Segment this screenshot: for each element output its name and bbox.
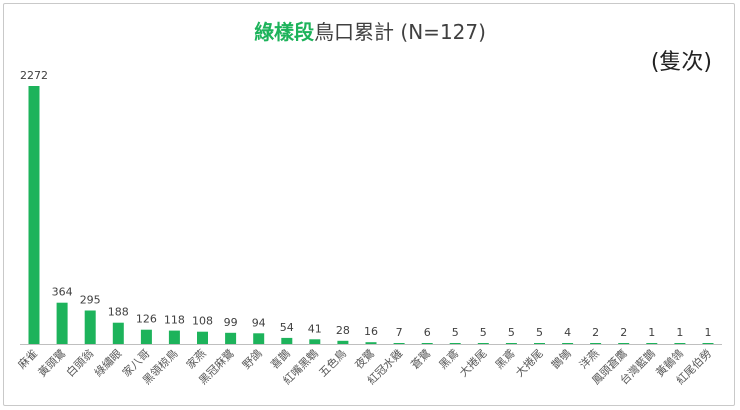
bar: [674, 343, 686, 344]
category-label: 黑鳶: [436, 346, 461, 371]
bar: [449, 343, 461, 344]
data-label: 7: [396, 326, 403, 339]
data-label: 2: [592, 326, 599, 339]
category-label: 白頭翁: [63, 346, 96, 379]
bar: [197, 331, 208, 344]
category-label: 麻雀: [15, 346, 40, 371]
data-label: 5: [480, 326, 487, 339]
bar: [56, 302, 68, 344]
chart-title: 綠樣段鳥口累計 (N=127): [0, 16, 740, 45]
data-label: 1: [676, 326, 683, 339]
data-label: 5: [536, 326, 543, 339]
bar: [28, 86, 40, 344]
data-label: 2: [620, 326, 627, 339]
category-label: 家燕: [183, 346, 208, 371]
bar: [421, 343, 433, 344]
data-label: 28: [336, 324, 350, 337]
data-label: 118: [164, 314, 185, 327]
bar: [225, 332, 237, 344]
chart-frame: [3, 3, 735, 406]
bar: [646, 343, 658, 344]
data-label: 41: [308, 322, 322, 335]
category-label: 喜鵲: [267, 346, 292, 371]
category-label: 蒼鷺: [408, 346, 433, 371]
data-label: 295: [80, 294, 101, 307]
data-label: 2272: [20, 69, 48, 82]
bar: [618, 343, 630, 344]
data-label: 6: [424, 326, 431, 339]
bar: [365, 342, 377, 344]
unit-label: (隻次): [650, 50, 712, 75]
bar: [702, 343, 714, 344]
data-label: 16: [364, 325, 378, 338]
bar: [84, 310, 96, 344]
category-label: 大捲尾: [456, 346, 489, 379]
bar: [168, 330, 180, 344]
data-label: 1: [705, 326, 712, 339]
bar: [140, 329, 152, 344]
data-label: 5: [452, 326, 459, 339]
bar: [505, 343, 517, 344]
bar: [590, 343, 602, 344]
category-label: 黑鳶: [492, 346, 517, 371]
data-label: 94: [252, 316, 266, 329]
bar: [534, 343, 545, 344]
chart-title-accent: 綠樣段: [254, 20, 315, 44]
category-label: 綠繡眼: [91, 346, 124, 379]
bar: [112, 322, 124, 344]
category-label: 洋燕: [576, 346, 601, 371]
category-label: 鵲鴝: [548, 346, 573, 371]
bar: [309, 339, 321, 344]
data-label: 5: [508, 326, 515, 339]
bar: [281, 337, 293, 344]
category-label: 大捲尾: [512, 346, 545, 379]
bar: [337, 340, 349, 344]
data-label: 108: [192, 315, 213, 328]
bar: [477, 343, 489, 344]
category-label: 五色鳥: [316, 346, 349, 379]
bar: [393, 343, 405, 344]
data-label: 364: [52, 286, 73, 299]
bar: [253, 333, 265, 344]
data-label: 99: [224, 316, 238, 329]
data-label: 188: [108, 306, 129, 319]
category-label: 夜鷺: [352, 346, 377, 371]
data-label: 126: [136, 313, 157, 326]
category-label: 野鴿: [239, 346, 264, 371]
chart-title-rest: 鳥口累計 (N=127): [314, 20, 486, 44]
data-label: 1: [648, 326, 655, 339]
data-label: 54: [280, 321, 294, 334]
data-label: 4: [564, 326, 571, 339]
category-label: 黃頭鷺: [35, 346, 68, 379]
bar: [562, 343, 574, 344]
